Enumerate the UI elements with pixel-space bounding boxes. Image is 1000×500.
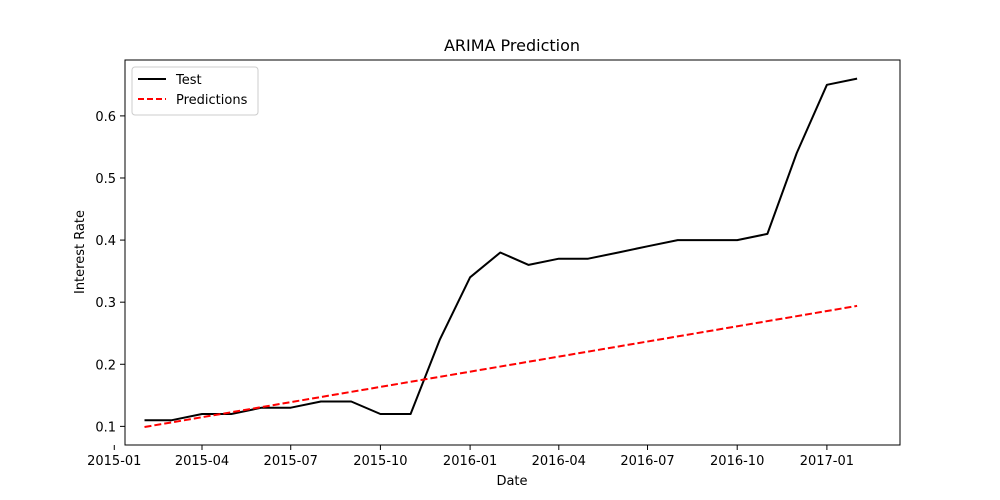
x-tick-label: 2016-01	[443, 454, 497, 469]
x-tick-label: 2015-07	[264, 454, 318, 469]
x-tick-label: 2016-04	[532, 454, 586, 469]
y-tick-label: 0.2	[95, 358, 116, 373]
y-tick-label: 0.3	[95, 296, 116, 311]
plot-frame	[124, 59, 901, 446]
x-tick-label: 2015-04	[175, 454, 229, 469]
y-tick-label: 0.4	[95, 234, 116, 249]
x-tick-label: 2016-07	[620, 454, 674, 469]
x-tick-label: 2016-10	[710, 454, 764, 469]
series-line-predictions	[144, 304, 858, 428]
x-axis-label: Date	[496, 474, 527, 489]
y-axis-label: Interest Rate	[73, 210, 88, 294]
legend-label-test: Test	[175, 73, 202, 88]
x-tick-label: 2015-10	[353, 454, 407, 469]
x-tick-label: 2015-01	[87, 454, 141, 469]
x-tick-label: 2017-01	[800, 454, 854, 469]
legend: Test Predictions	[131, 66, 259, 116]
series-line-test	[144, 77, 858, 422]
chart-title: ARIMA Prediction	[444, 36, 580, 55]
plot-area	[144, 77, 858, 428]
y-tick-label: 0.1	[95, 420, 116, 435]
y-tick-label: 0.5	[95, 172, 116, 187]
y-tick-label: 0.6	[95, 110, 116, 125]
legend-label-predictions: Predictions	[176, 93, 248, 108]
x-axis: 2015-01 2015-04 2015-07 2015-10 2016-01 2016-…	[87, 445, 854, 469]
y-axis: 0.1 0.2 0.3 0.4 0.5 0.6	[95, 110, 125, 435]
